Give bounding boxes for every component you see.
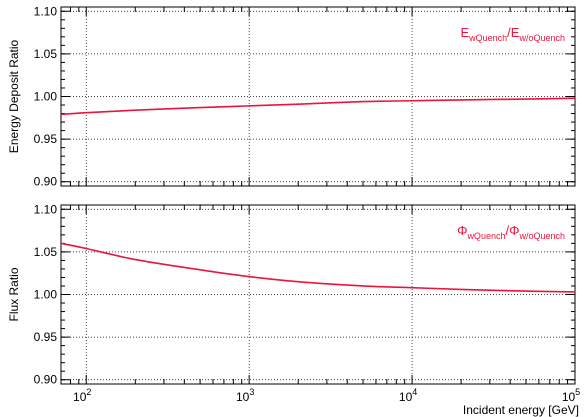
- y-tick-label: 1.00: [34, 288, 58, 302]
- legend-base1: Φ: [457, 223, 467, 238]
- legend-sub2: w/oQuench: [518, 231, 565, 241]
- x-tick-label: 103: [236, 387, 254, 404]
- x-tick-label-exponent: 5: [575, 387, 580, 397]
- legend-base1: E: [460, 25, 469, 40]
- y-tick-label: 0.95: [34, 132, 58, 146]
- legend-sub2: w/oQuench: [518, 33, 565, 43]
- legend-base2: Φ: [509, 223, 519, 238]
- legend-sub1: wQuench: [466, 231, 505, 241]
- x-tick-label-base: 10: [399, 390, 413, 404]
- x-axis-title: Incident energy [GeV]: [463, 403, 579, 417]
- x-tick-label-base: 10: [73, 390, 87, 404]
- x-tick-label: 102: [73, 387, 91, 404]
- y-tick-label: 1.00: [34, 90, 58, 104]
- x-tick-label-base: 10: [236, 390, 250, 404]
- y-tick-label: 1.10: [34, 4, 58, 18]
- legend-label: EwQuench/Ew/oQuench: [460, 25, 565, 43]
- series-line-0: [61, 98, 575, 114]
- y-tick-label: 0.95: [34, 330, 58, 344]
- x-tick-label-exponent: 2: [86, 387, 91, 397]
- legend-sub1: wQuench: [468, 33, 507, 43]
- x-tick-label-exponent: 4: [412, 387, 417, 397]
- y-tick-label: 1.05: [34, 245, 58, 259]
- y-tick-label: 0.90: [34, 373, 58, 387]
- x-tick-label: 105: [562, 387, 580, 404]
- y-tick-label: 1.05: [34, 47, 58, 61]
- y-axis-title: Energy Deposit Ratio: [7, 39, 21, 153]
- y-axis-title: Flux Ratio: [7, 267, 21, 321]
- x-tick-label-exponent: 3: [249, 387, 254, 397]
- x-tick-label-base: 10: [562, 390, 576, 404]
- y-tick-label: 1.10: [34, 202, 58, 216]
- series-line-0: [61, 243, 575, 292]
- x-tick-label: 104: [399, 387, 417, 404]
- legend-base2: E: [511, 25, 520, 40]
- y-tick-label: 0.90: [34, 175, 58, 189]
- top-panel: 0.90 0.95 1.00 1.05 1.10 Energy Deposit Ratio…: [7, 4, 575, 188]
- legend-label: ΦwQuench/Φw/oQuench: [457, 223, 565, 241]
